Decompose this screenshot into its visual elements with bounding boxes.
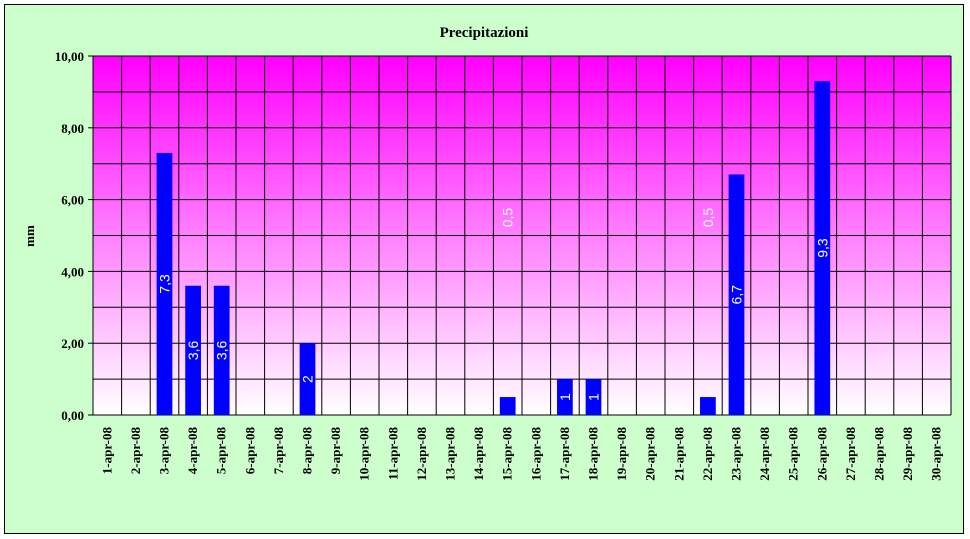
- x-tick-label: 21-apr-08: [671, 427, 686, 481]
- x-tick-label: 6-apr-08: [242, 427, 257, 475]
- x-tick-label: 4-apr-08: [185, 427, 200, 475]
- x-tick-label: 24-apr-08: [757, 427, 772, 481]
- bar: [156, 152, 173, 415]
- bar: [728, 174, 745, 415]
- data-label: 0,5: [700, 208, 716, 228]
- x-tick-label: 2-apr-08: [128, 427, 143, 475]
- x-tick-label: 18-apr-08: [586, 427, 601, 481]
- y-axis-ticks: 0,00 2,00 4,00 6,00 8,00 10,00: [55, 49, 93, 423]
- data-label: 2: [300, 375, 316, 383]
- x-axis-ticks: 1-apr-08 2-apr-08 3-apr-08 4-apr-08 5-apr-08…: [99, 427, 943, 481]
- data-label: 0,5: [500, 208, 516, 228]
- x-tick-label: 7-apr-08: [271, 427, 286, 475]
- data-labels: 7,3 3,6 3,6 2 0,5 1 1 0,5 6,7 9,3: [157, 208, 831, 401]
- bar: [557, 379, 573, 415]
- x-tick-label: 16-apr-08: [528, 427, 543, 481]
- x-tick-label: 13-apr-08: [443, 427, 458, 481]
- x-tick-label: 20-apr-08: [643, 427, 658, 481]
- x-tick-label: 28-apr-08: [872, 427, 887, 481]
- x-tick-label: 19-apr-08: [614, 427, 629, 481]
- data-label: 3,6: [185, 340, 201, 360]
- data-label: 1: [557, 393, 573, 401]
- data-label: 3,6: [214, 340, 230, 360]
- x-tick-label: 26-apr-08: [814, 427, 829, 481]
- x-tick-label: 11-apr-08: [385, 427, 400, 480]
- x-tick-label: 15-apr-08: [500, 427, 515, 481]
- y-tick-label: 2,00: [61, 336, 84, 351]
- x-tick-label: 8-apr-08: [300, 427, 315, 475]
- bar: [700, 397, 716, 415]
- x-tick-label: 1-apr-08: [99, 427, 114, 475]
- x-tick-label: 12-apr-08: [414, 427, 429, 481]
- x-tick-label: 3-apr-08: [157, 427, 172, 475]
- x-tick-label: 10-apr-08: [357, 427, 372, 481]
- bars: [156, 81, 831, 415]
- y-tick-label: 4,00: [61, 264, 84, 279]
- y-tick-label: 8,00: [61, 121, 84, 136]
- bar: [213, 285, 230, 415]
- grid-lines: [92, 55, 952, 416]
- x-tick-label: 23-apr-08: [729, 427, 744, 481]
- x-tick-label: 29-apr-08: [900, 427, 915, 481]
- x-tick-label: 14-apr-08: [471, 427, 486, 481]
- x-tick-label: 5-apr-08: [214, 427, 229, 475]
- chart-title: Precipitazioni: [440, 25, 529, 41]
- y-tick-label: 6,00: [61, 193, 84, 208]
- bar: [499, 397, 516, 415]
- y-tick-label: 0,00: [61, 408, 84, 423]
- x-tick-label: 17-apr-08: [557, 427, 572, 481]
- bar: [185, 285, 201, 415]
- x-tick-label: 27-apr-08: [843, 427, 858, 481]
- x-tick-label: 30-apr-08: [929, 427, 944, 481]
- bar: [585, 379, 602, 415]
- x-tick-label: 22-apr-08: [700, 427, 715, 481]
- data-label: 9,3: [814, 238, 830, 258]
- data-label: 6,7: [729, 285, 745, 305]
- bar: [299, 343, 316, 415]
- x-tick-label: 25-apr-08: [786, 427, 801, 481]
- x-tick-label: 9-apr-08: [328, 427, 343, 475]
- y-axis-label: mm: [22, 225, 37, 247]
- y-tick-label: 10,00: [55, 49, 84, 64]
- bar: [814, 81, 831, 415]
- data-label: 7,3: [157, 274, 173, 294]
- data-label: 1: [586, 393, 602, 401]
